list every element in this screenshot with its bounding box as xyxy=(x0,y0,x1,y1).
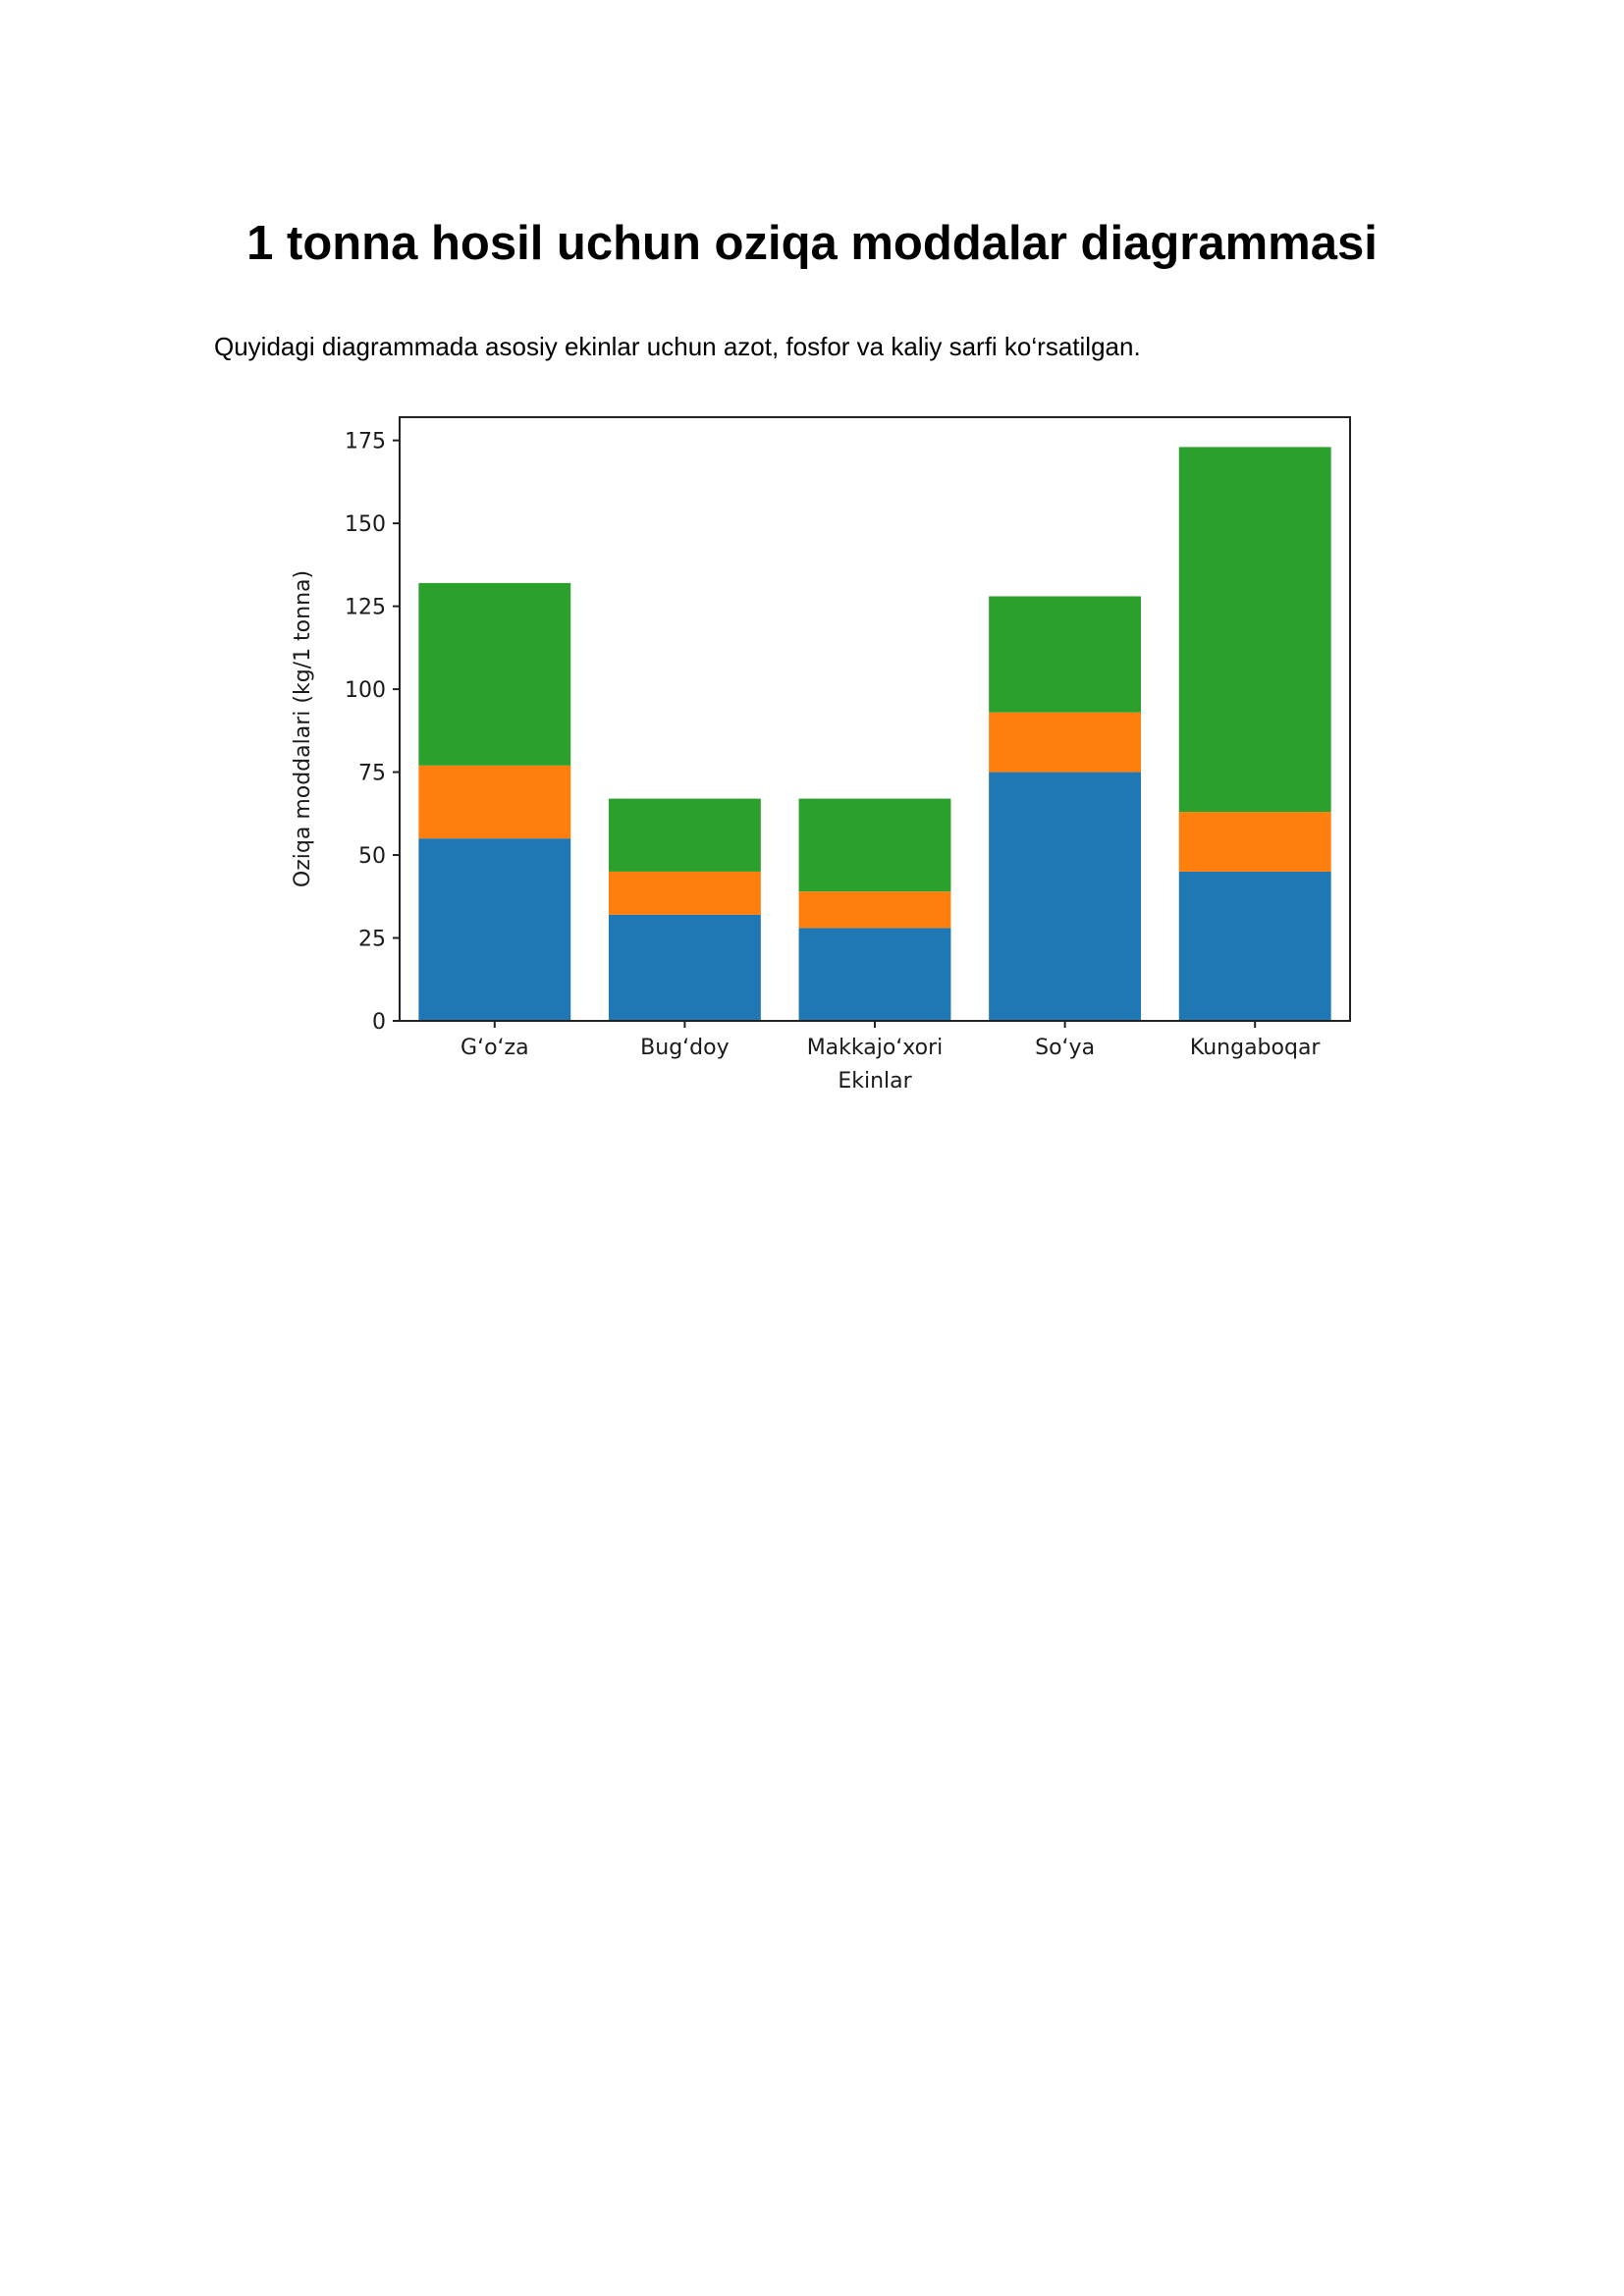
x-tick-label: Bug‘doy xyxy=(640,1036,729,1060)
x-axis-label: Ekinlar xyxy=(838,1069,912,1094)
bar-segment xyxy=(989,772,1142,1021)
bars-group xyxy=(418,447,1331,1021)
bar-segment xyxy=(798,798,951,892)
y-axis-label: Oziqa moddalari (kg/1 tonna) xyxy=(291,570,315,887)
bar-segment xyxy=(418,582,571,766)
bar-segment xyxy=(798,928,951,1021)
bar-segment xyxy=(608,798,761,872)
bar-segment xyxy=(608,871,761,915)
y-tick-label: 125 xyxy=(345,596,386,620)
bar-segment xyxy=(989,712,1142,773)
stacked-bar-chart: 0 25 50 75 100 125 150 175 G‘o‘za Bug‘doy Makkajo… xyxy=(291,416,1351,1094)
bar-segment xyxy=(1178,447,1331,813)
y-tick-label: 175 xyxy=(345,430,386,454)
bar-segment xyxy=(418,838,571,1021)
intro-paragraph: Quyidagi diagrammada asosiy ekinlar uchu… xyxy=(214,332,1141,361)
page-title: 1 tonna hosil uchun oziqa moddalar diagr… xyxy=(246,217,1378,270)
y-tick-label: 50 xyxy=(358,844,386,869)
y-axis-ticks: 0 25 50 75 100 125 150 175 xyxy=(345,430,400,1035)
x-tick-label: G‘o‘za xyxy=(460,1036,529,1060)
y-tick-label: 150 xyxy=(345,512,386,537)
y-tick-label: 100 xyxy=(345,678,386,703)
x-axis-ticks: G‘o‘za Bug‘doy Makkajo‘xori So‘ya Kungaboqar xyxy=(460,1021,1321,1060)
bar-segment xyxy=(1178,812,1331,872)
bar-segment xyxy=(1178,871,1331,1021)
y-tick-label: 25 xyxy=(358,928,386,952)
bar-segment xyxy=(989,596,1142,713)
y-tick-label: 0 xyxy=(372,1010,386,1035)
x-tick-label: Kungaboqar xyxy=(1190,1036,1322,1060)
bar-segment xyxy=(798,891,951,929)
bar-segment xyxy=(418,765,571,839)
bar-segment xyxy=(608,914,761,1021)
y-tick-label: 75 xyxy=(358,762,386,786)
x-tick-label: Makkajo‘xori xyxy=(807,1036,944,1060)
x-tick-label: So‘ya xyxy=(1035,1036,1095,1060)
